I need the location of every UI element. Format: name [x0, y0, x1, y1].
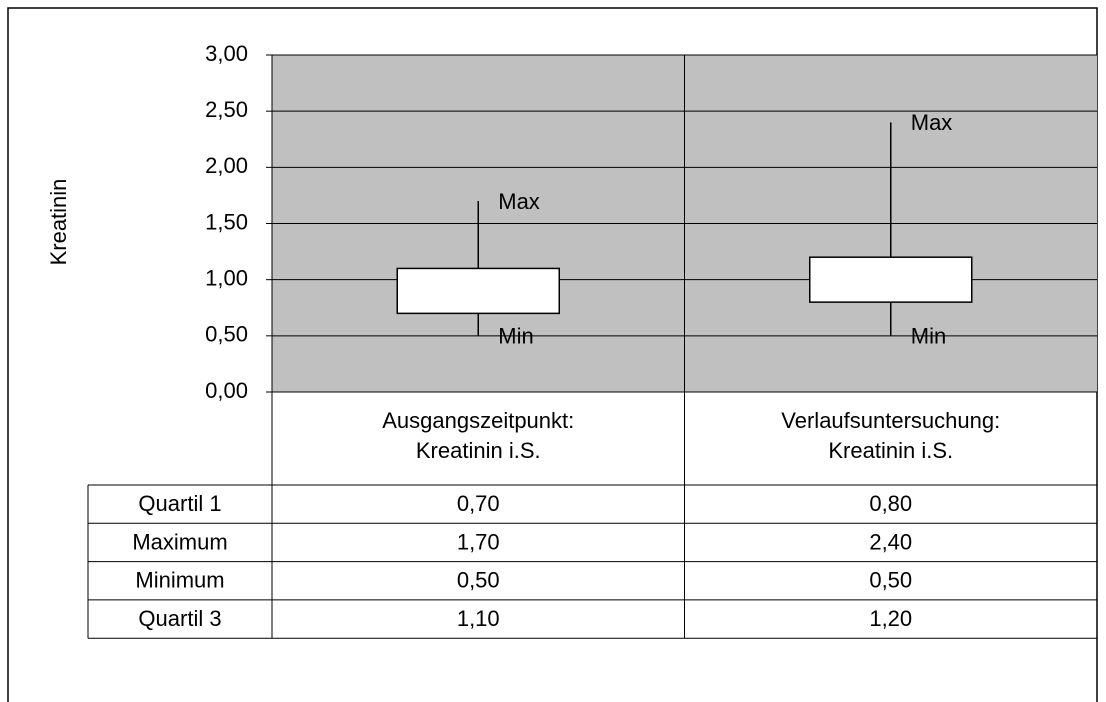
y-axis-label: Kreatinin	[46, 179, 71, 266]
table-value: 0,50	[869, 568, 912, 593]
y-tick-label: 1,50	[205, 209, 248, 234]
row-label: Quartil 3	[138, 606, 221, 631]
y-tick-label: 1,00	[205, 265, 248, 290]
table-value: 1,70	[457, 529, 500, 554]
table-value: 1,10	[457, 606, 500, 631]
y-tick-label: 2,00	[205, 153, 248, 178]
row-label: Maximum	[132, 529, 227, 554]
max-label: Max	[498, 189, 540, 214]
table-value: 2,40	[869, 529, 912, 554]
table-value: 0,80	[869, 491, 912, 516]
row-label: Minimum	[135, 568, 224, 593]
max-label: Max	[911, 110, 953, 135]
y-tick-label: 0,50	[205, 322, 248, 347]
y-tick-label: 2,50	[205, 97, 248, 122]
row-label: Quartil 1	[138, 491, 221, 516]
box	[809, 256, 973, 303]
min-label: Min	[911, 324, 946, 349]
table-value: 0,50	[457, 568, 500, 593]
category-cell: Ausgangszeitpunkt: Kreatinin i.S.	[382, 408, 575, 463]
x-tick-label: Verlaufsuntersuchung: Kreatinin i.S.	[781, 408, 1001, 463]
x-tick-label: Ausgangszeitpunkt: Kreatinin i.S.	[382, 408, 575, 463]
box	[396, 267, 560, 315]
y-tick-label: 0,00	[205, 378, 248, 403]
table-value: 1,20	[869, 606, 912, 631]
category-cell: Verlaufsuntersuchung: Kreatinin i.S.	[781, 408, 1001, 463]
min-label: Min	[498, 324, 533, 349]
y-tick-label: 3,00	[205, 41, 248, 66]
table-value: 0,70	[457, 491, 500, 516]
